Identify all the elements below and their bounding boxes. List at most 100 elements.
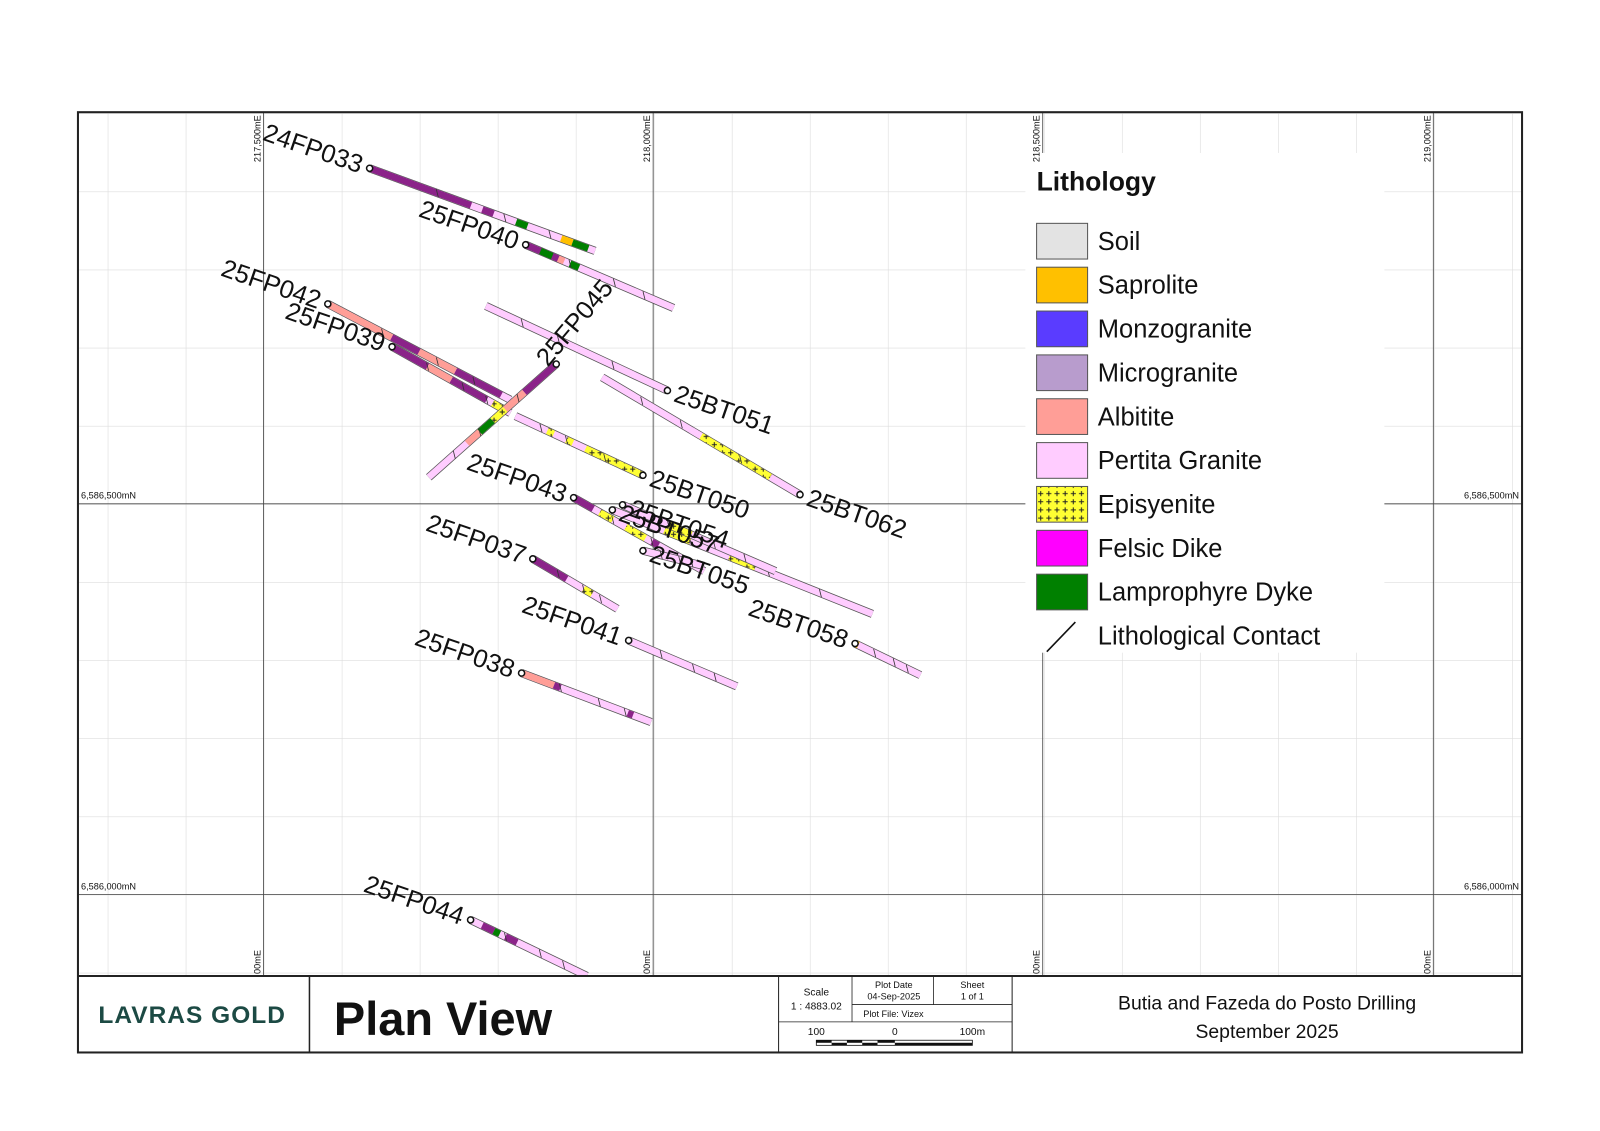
lithological-contact — [743, 553, 747, 563]
lithology-interval — [490, 406, 508, 424]
sheet-label: Sheet — [960, 980, 984, 990]
scale-value: 1 : 4883.02 — [791, 1002, 842, 1013]
logo: LAVRAS GOLD — [98, 1002, 285, 1029]
lithology-interval — [390, 343, 430, 370]
lithology-interval — [667, 521, 693, 538]
easting-label: 00mE — [642, 950, 652, 974]
lithology-interval — [449, 376, 489, 403]
legend-label: Lamprophyre Dyke — [1098, 579, 1313, 607]
lithological-contact — [582, 584, 586, 594]
easting-label: 218,500mE — [1032, 115, 1042, 162]
lithological-contact — [504, 932, 507, 941]
lithological-contact — [713, 672, 717, 682]
lithology-interval — [390, 334, 421, 355]
lithology-interval — [568, 260, 581, 271]
collar — [466, 916, 475, 924]
northing-label: 6,586,000mN — [1464, 881, 1519, 891]
plot-date: 04-Sep-2025 — [867, 991, 920, 1001]
lithology-interval — [520, 669, 556, 689]
lithology-interval — [464, 429, 482, 446]
lithological-contact — [905, 664, 909, 673]
legend-swatch — [1036, 529, 1089, 567]
hole-trace — [642, 547, 705, 570]
lithology-interval — [326, 300, 394, 341]
lithology-interval — [504, 933, 519, 946]
lithological-contact — [692, 663, 695, 673]
lithological-contact — [640, 396, 644, 405]
lithology-interval — [699, 433, 773, 480]
lithology-interval — [480, 922, 496, 935]
lithological-contact — [678, 555, 682, 565]
lithological-contact — [818, 588, 822, 598]
lithology-interval — [689, 427, 703, 439]
lithological-contact — [472, 376, 476, 385]
collar — [639, 471, 647, 480]
legend-swatch — [1036, 485, 1089, 523]
lithological-contact — [516, 393, 520, 403]
collar — [608, 506, 617, 514]
lithological-contact — [642, 291, 646, 300]
legend-swatch — [1036, 310, 1089, 348]
lithological-contact — [612, 278, 616, 287]
collar — [624, 636, 633, 645]
title-block: LAVRAS GOLD Plan View Scale 1 : 4883.02 … — [77, 974, 1523, 1053]
legend-swatch — [1036, 573, 1089, 611]
lithology-interval — [514, 218, 529, 230]
collar — [663, 386, 672, 395]
lithology-interval — [581, 586, 594, 597]
scale-label: Scale — [804, 987, 830, 998]
easting-label: 00mE — [1422, 950, 1432, 974]
legend-label: Pertita Granite — [1098, 447, 1262, 475]
sheet: 1 of 1 — [961, 991, 984, 1001]
legend-label: Lithological Contact — [1098, 623, 1320, 651]
lithology-interval — [598, 509, 615, 523]
drill-holes — [323, 164, 923, 976]
lithological-contact — [559, 683, 562, 692]
project-date: September 2025 — [1196, 1021, 1339, 1043]
lithology-interval — [650, 538, 661, 549]
northing-label: 6,586,500mN — [1464, 491, 1519, 501]
collar — [517, 669, 526, 677]
northing-label: 6,586,500mN — [81, 491, 136, 501]
hole-trace — [853, 640, 922, 679]
lithology-interval — [571, 239, 590, 252]
lithological-contact — [478, 427, 482, 437]
lithological-contact — [426, 362, 429, 371]
lithological-contact — [667, 520, 670, 529]
lithological-contact — [603, 453, 607, 462]
lithology-interval — [556, 255, 566, 265]
lithology-interval — [624, 524, 648, 541]
lithological-contact — [485, 395, 489, 404]
lithological-contact — [599, 594, 602, 604]
lithological-contact — [611, 515, 615, 524]
scale-bar — [815, 1039, 973, 1046]
legend-title: Lithology — [1037, 167, 1156, 197]
lithological-contact — [611, 361, 615, 370]
lithology-interval — [522, 361, 559, 395]
collar — [388, 342, 396, 351]
lithological-contact — [623, 708, 627, 717]
lithological-contact — [659, 650, 663, 659]
plot-file: Plot File: Vizex — [863, 1009, 924, 1019]
lithology-interval — [552, 682, 562, 691]
collar — [851, 639, 859, 648]
lithological-contact — [739, 455, 743, 464]
legend-swatch — [1036, 222, 1089, 260]
easting-label: 217,500mE — [253, 115, 263, 162]
legend-swatch — [1036, 442, 1089, 479]
lithological-contact — [538, 949, 542, 958]
lithology-interval — [492, 928, 502, 937]
easting-label: 218,000mE — [642, 115, 652, 162]
legend-swatch — [1036, 398, 1089, 435]
lithological-contact — [565, 435, 568, 444]
collar — [618, 500, 627, 509]
legend-label: Saprolite — [1098, 272, 1199, 300]
lithological-contact — [679, 420, 683, 429]
lithological-contact — [503, 213, 507, 223]
plot-date-label: Plot Date — [875, 980, 913, 990]
lithological-contact — [659, 551, 663, 560]
lithology-interval — [477, 418, 495, 435]
legend-label: Monzogranite — [1098, 316, 1252, 344]
lithological-contact — [556, 569, 560, 579]
lithological-contact — [435, 188, 439, 198]
